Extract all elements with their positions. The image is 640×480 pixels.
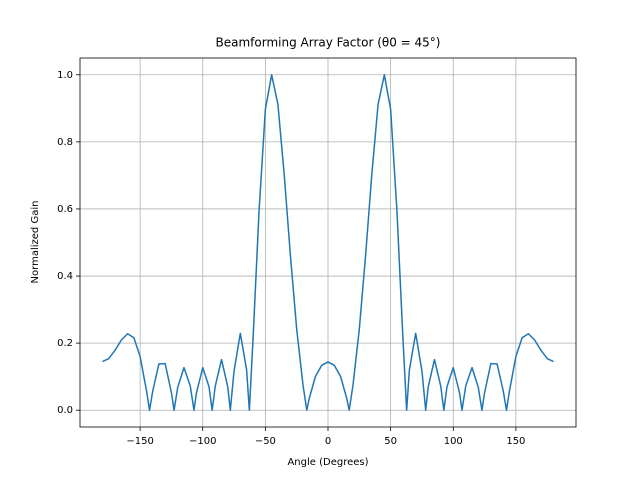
y-tick-label: 0.4 (57, 271, 73, 282)
x-tick-label: 100 (444, 436, 463, 447)
x-tick-label: −150 (126, 436, 153, 447)
data-line (102, 74, 554, 411)
y-tick-label: 0.2 (57, 338, 73, 349)
x-axis-label: Angle (Degrees) (287, 457, 368, 468)
y-tick-label: 1.0 (57, 70, 73, 81)
y-tick-label: 0.6 (57, 204, 73, 215)
x-tick-label: 50 (384, 436, 397, 447)
y-axis-label: Normalized Gain (30, 201, 41, 284)
x-tick-label: 150 (506, 436, 525, 447)
y-tick-label: 0.0 (57, 405, 73, 416)
x-tick-label: −100 (189, 436, 216, 447)
plot-frame (79, 57, 577, 428)
y-tick-label: 0.8 (57, 137, 73, 148)
x-tick-label: −50 (255, 436, 276, 447)
chart-title: Beamforming Array Factor (θ0 = 45°) (216, 36, 441, 50)
x-tick-label: 0 (325, 436, 331, 447)
